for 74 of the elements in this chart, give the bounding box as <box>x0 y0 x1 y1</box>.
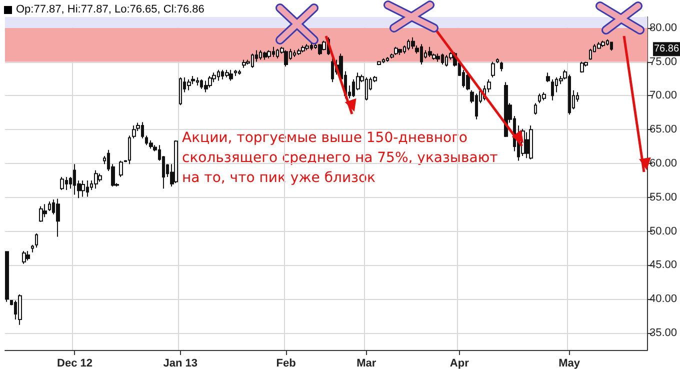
candlestick <box>179 76 182 106</box>
candlestick <box>94 170 98 190</box>
candlestick <box>542 92 546 101</box>
candlestick <box>18 294 22 326</box>
candlestick <box>500 61 503 72</box>
candlestick <box>81 180 85 198</box>
candlestick <box>597 42 601 50</box>
candlestick <box>132 125 136 139</box>
candlestick <box>551 78 554 101</box>
y-tick-label: 65.00 <box>649 124 678 136</box>
candlestick <box>48 200 51 212</box>
candlestick <box>589 48 592 60</box>
text: 76.86 <box>654 44 680 55</box>
x-tick-label: Jan 13 <box>163 358 198 369</box>
candlestick <box>187 78 191 91</box>
candlestick <box>428 46 432 58</box>
candlestick <box>5 251 9 302</box>
candlestick <box>22 250 26 264</box>
candlestick <box>529 125 533 160</box>
x-tick-label: Dec 12 <box>57 358 92 369</box>
candlestick <box>297 48 301 56</box>
candlestick <box>263 51 267 60</box>
candlestick <box>386 56 389 62</box>
candlestick <box>411 36 415 50</box>
candlestick <box>491 61 495 78</box>
x-tick-label: May <box>558 358 581 369</box>
candlestick <box>322 40 326 51</box>
candlestick <box>238 69 241 76</box>
candlestick <box>318 44 322 56</box>
y-tick-label: 60.00 <box>649 157 678 170</box>
candlestick <box>305 44 309 51</box>
candlestick <box>225 69 229 78</box>
candlestick <box>580 61 584 74</box>
candlestick <box>284 50 288 68</box>
candlestick <box>56 198 60 238</box>
candlestick <box>504 82 508 138</box>
y-tick-label: 40.00 <box>649 293 678 306</box>
candlestick <box>60 176 64 190</box>
candlestick <box>119 160 123 178</box>
candlestick <box>43 204 47 218</box>
candlestick <box>174 140 178 184</box>
candlestick <box>26 250 30 261</box>
candlestick <box>534 102 537 116</box>
candlestick <box>229 69 233 82</box>
candlestick <box>496 58 499 64</box>
y-tick-label: 45.00 <box>649 259 678 272</box>
candlestick <box>208 76 212 88</box>
candlestick <box>394 46 398 56</box>
candlestick <box>267 50 271 59</box>
candlestick <box>546 72 550 83</box>
candlestick <box>128 135 131 165</box>
annotation: Акции, торгуемые выше 150-дневного скользящего среднего на 75%, указывают на то, что пик уже близок <box>182 130 498 186</box>
x-tick-label: Mar <box>356 358 377 369</box>
y-tick-label: 75.00 <box>649 56 678 68</box>
candlestick <box>398 48 402 56</box>
y-tick-label: 80.00 <box>649 22 678 34</box>
y-tick-label: 70.00 <box>649 90 678 102</box>
candlestick <box>436 53 440 62</box>
y-tick-label: 50.00 <box>649 225 678 238</box>
candlestick <box>242 59 246 68</box>
candlestick <box>31 244 34 253</box>
candlestick <box>35 232 38 248</box>
candlestick <box>204 80 208 93</box>
x-tick-label: Apr <box>450 358 470 369</box>
x-tick-label: Feb <box>276 358 296 369</box>
text: Op:77.87, Hi:77.87, Lo:76.65, Cl:76.86 <box>16 4 204 16</box>
candlestick <box>301 44 305 53</box>
candlestick <box>610 42 613 52</box>
y-tick-label: 35.00 <box>649 327 678 340</box>
candlestick <box>39 206 43 222</box>
candlestick <box>149 140 153 150</box>
y-tick-label: 55.00 <box>649 191 678 204</box>
candlestick <box>234 69 237 77</box>
candlestick <box>601 40 605 48</box>
